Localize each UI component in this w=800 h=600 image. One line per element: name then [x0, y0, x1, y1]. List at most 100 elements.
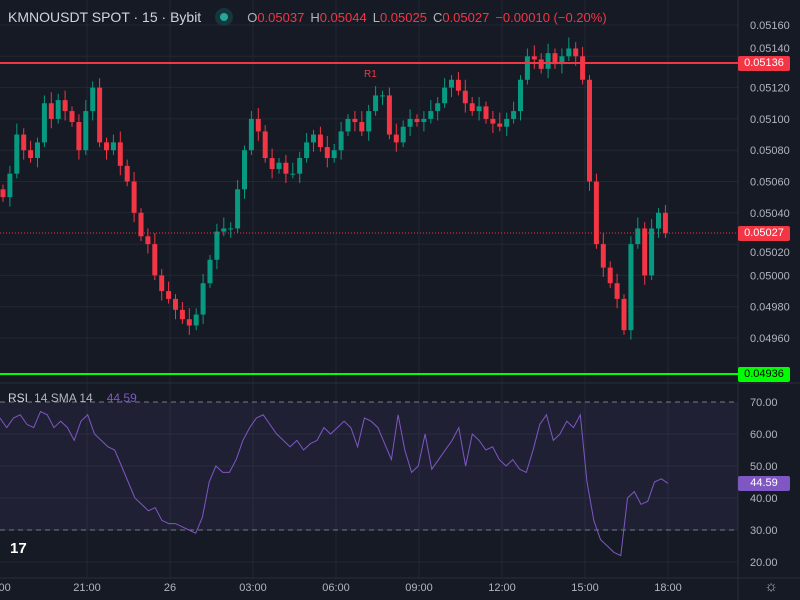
change-value: −0.00010 (−0.20%)	[495, 9, 607, 25]
close-label: C	[432, 9, 443, 25]
candle	[642, 222, 648, 285]
candle	[304, 132, 310, 163]
open-label: O	[247, 9, 258, 25]
candle	[242, 145, 247, 199]
candle	[14, 123, 20, 179]
candle	[324, 136, 330, 168]
candle-body	[662, 212, 668, 234]
candle	[193, 308, 199, 331]
candle-body	[186, 319, 192, 326]
candle-body	[131, 181, 137, 213]
candle-body	[166, 291, 172, 299]
candle	[41, 95, 47, 148]
candle-body	[531, 56, 537, 60]
candle-body	[511, 111, 517, 119]
candle	[90, 81, 96, 121]
low-value: 0.05025	[379, 9, 427, 25]
candle	[662, 204, 668, 238]
candle	[497, 112, 503, 132]
price-axis-label: 0.04960	[750, 333, 790, 345]
candle-body	[635, 228, 641, 245]
candle	[373, 86, 379, 116]
candle-body	[545, 53, 551, 69]
symbol-title[interactable]: KMNOUSDT SPOT · 15 · Bybit	[8, 9, 202, 25]
candle	[566, 37, 572, 61]
candle-body	[28, 150, 34, 159]
candle	[531, 45, 537, 69]
candle	[428, 100, 434, 124]
candle	[317, 126, 323, 152]
candle-body	[393, 134, 399, 143]
candle-body	[380, 95, 385, 97]
candle	[476, 96, 482, 121]
candle-body	[504, 118, 510, 127]
candle	[504, 112, 510, 137]
candle	[331, 143, 337, 163]
candle-body	[476, 106, 482, 112]
candle	[656, 208, 661, 238]
candle	[400, 120, 406, 148]
candle-body	[242, 150, 247, 190]
rsi-value-tag: 44.59	[738, 476, 790, 491]
open-value: 0.05037	[257, 9, 305, 25]
candle-body	[297, 158, 303, 174]
candle	[386, 87, 392, 140]
price-axis-label: 0.05160	[750, 20, 790, 32]
candle	[138, 208, 144, 241]
candle-body	[21, 134, 27, 151]
candle-body	[407, 118, 413, 127]
tradingview-logo-icon[interactable]: 17	[10, 540, 27, 557]
candle	[600, 233, 606, 277]
s1-price-tag: 0.04936	[738, 367, 790, 382]
candle-body	[455, 79, 461, 91]
candle-body	[366, 111, 372, 132]
price-axis-label: 0.04980	[750, 302, 790, 314]
candle	[145, 228, 151, 254]
candle	[179, 302, 185, 324]
candle-body	[324, 147, 330, 159]
candle	[559, 48, 565, 74]
candle	[255, 107, 261, 141]
candle-body	[518, 79, 523, 112]
candle	[380, 90, 385, 105]
settings-gear-icon[interactable]: ☼	[764, 578, 778, 595]
candle-body	[62, 100, 68, 112]
candle-body	[449, 79, 454, 88]
time-axis-label: 09:00	[405, 582, 433, 594]
candle	[228, 222, 234, 238]
candle-body	[331, 150, 337, 159]
candle	[469, 96, 475, 116]
candle	[69, 106, 75, 127]
candle-body	[490, 118, 496, 124]
candle	[421, 111, 427, 132]
candle-body	[359, 122, 365, 132]
candle	[621, 294, 627, 335]
price-axis-label: 0.05020	[750, 247, 790, 259]
candle-body	[235, 189, 241, 229]
candle	[587, 75, 592, 191]
candle-body	[345, 118, 351, 132]
candle-body	[179, 309, 185, 320]
rsi-line	[0, 410, 669, 557]
candle	[338, 122, 344, 160]
candle-body	[83, 111, 89, 151]
candle-body	[483, 106, 489, 119]
candle-body	[469, 103, 475, 112]
candle-body	[90, 87, 96, 112]
time-axis-label: 18:00	[654, 582, 682, 594]
candle-body	[69, 111, 75, 123]
candle-body	[124, 165, 130, 182]
candle-body	[386, 95, 392, 135]
candle-body	[462, 90, 468, 104]
rsi-name[interactable]: RSI	[8, 391, 29, 405]
legend-header: KMNOUSDT SPOT · 15 · Bybit O0.05037 H0.0…	[8, 8, 607, 26]
candle-body	[152, 244, 158, 276]
candle-body	[276, 162, 282, 169]
candle	[352, 111, 358, 132]
candle-body	[290, 173, 296, 175]
candle	[55, 93, 61, 124]
candle-body	[35, 142, 40, 159]
candle-body	[228, 228, 234, 230]
rsi-band	[0, 402, 738, 530]
